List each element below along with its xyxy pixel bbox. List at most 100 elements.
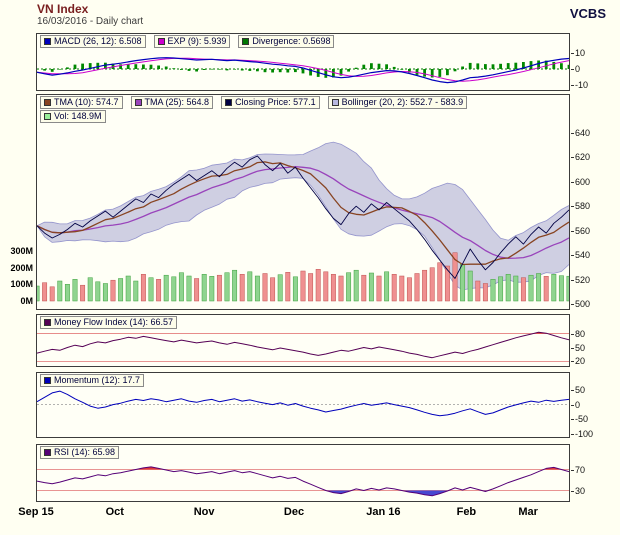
divergence-bar (225, 69, 229, 71)
legend-item: Momentum (12): 17.7 (40, 373, 145, 387)
axis-tick-mark (571, 85, 574, 87)
volume-bar (216, 274, 222, 302)
volume-bar (551, 274, 557, 302)
divergence-bar (37, 69, 39, 70)
volume-axis-label: 200M (10, 262, 33, 273)
axis-tick-label: 0 (575, 64, 581, 74)
axis-tick-mark (571, 181, 574, 183)
divergence-bar (149, 64, 153, 69)
volume-bar (429, 267, 435, 302)
axis-tick-mark (571, 52, 574, 54)
exp-line (37, 57, 569, 82)
axis-tick-mark (571, 361, 574, 363)
divergence-bar (567, 64, 569, 69)
volume-bar (87, 277, 93, 302)
divergence-bar (240, 69, 244, 71)
volume-bar (140, 274, 146, 302)
legend-item: RSI (14): 65.98 (40, 445, 120, 459)
divergence-bar (301, 69, 305, 74)
divergence-bar (453, 69, 457, 72)
volume-bar (186, 275, 192, 302)
divergence-bar (88, 63, 92, 69)
volume-axis-label: 0M (20, 296, 33, 306)
axis-tick-mark (571, 304, 574, 306)
volume-bar (239, 274, 245, 302)
legend-swatch-icon (134, 98, 142, 106)
axis-tick-label: -50 (575, 414, 589, 425)
volume-bar (72, 279, 78, 302)
volume-bar (42, 282, 48, 302)
divergence-bar (104, 62, 107, 69)
volume-bar (520, 277, 526, 302)
legend-label: Money Flow Index (14): 66.57 (54, 317, 174, 327)
volume-bar (49, 286, 55, 302)
momentum-plot (37, 390, 569, 417)
legend-label: TMA (10): 574.7 (54, 97, 119, 107)
legend-swatch-icon (157, 37, 165, 45)
legend-item: MACD (26, 12): 6.508 (40, 34, 146, 48)
volume-bar (201, 274, 207, 302)
mfi-plot (37, 331, 569, 362)
divergence-bar (134, 64, 138, 69)
divergence-bar (248, 69, 252, 71)
divergence-bar (202, 69, 206, 70)
divergence-bar (164, 66, 168, 69)
legend-item: Vol: 148.9M (40, 109, 106, 123)
volume-bar (194, 278, 200, 302)
volume-bar (37, 285, 40, 302)
divergence-bar (529, 61, 533, 69)
axis-tick-label: -10 (575, 80, 589, 91)
bollinger-upper-line (37, 141, 569, 241)
volume-bar (482, 283, 488, 302)
divergence-bar (408, 69, 411, 73)
volume-bar (171, 276, 177, 302)
volume-bar (224, 272, 230, 302)
x-axis-month-label: Feb (456, 506, 477, 518)
mfi-overbought-fill (37, 332, 569, 334)
chart-subtitle: 16/03/2016 - Daily chart (37, 16, 144, 27)
volume-bar (361, 274, 367, 302)
divergence-bar (195, 69, 198, 72)
macd-line (37, 57, 569, 84)
x-axis-month-label: Mar (518, 506, 538, 518)
volume-bar (566, 275, 569, 302)
rsi-panel: RSI (14): 65.98 (36, 444, 570, 502)
volume-axis-label: 300M (10, 246, 33, 256)
legend-swatch-icon (44, 318, 51, 326)
axis-tick-mark (571, 206, 574, 208)
axis-tick-label: 640 (575, 127, 591, 138)
legend-item: Closing Price: 577.1 (221, 95, 320, 109)
divergence-bar (392, 66, 396, 69)
axis-tick-mark (571, 419, 574, 421)
divergence-bar (415, 69, 419, 75)
legend-item: Divergence: 0.5698 (238, 34, 335, 48)
axis-tick-label: 80 (575, 328, 586, 339)
volume-bar (505, 274, 511, 302)
volume-bar (338, 275, 344, 302)
volume-bar (437, 262, 443, 302)
volume-bar (163, 274, 169, 302)
axis-tick-label: 30 (575, 485, 586, 496)
legend-swatch-icon (44, 376, 51, 384)
divergence-bar (58, 69, 62, 70)
legend-label: TMA (25): 564.8 (144, 97, 210, 107)
axis-tick-mark (571, 333, 574, 335)
tma10-line (37, 161, 569, 266)
volume-bar (368, 272, 374, 302)
volume-bar (353, 269, 359, 302)
divergence-bar (362, 64, 366, 69)
axis-tick-label: 560 (575, 225, 591, 236)
axis-tick-label: -100 (575, 429, 594, 440)
axis-tick-mark (571, 490, 574, 492)
volume-bar (254, 275, 260, 302)
volume-bar (558, 275, 564, 302)
divergence-bar (423, 69, 426, 77)
close-line (37, 155, 569, 279)
axis-tick-label: 580 (575, 201, 591, 212)
volume-bar (490, 279, 496, 302)
volume-bar (285, 272, 291, 302)
volume-bar (270, 277, 276, 302)
money-flow-index-panel: Money Flow Index (14): 66.57 (36, 314, 570, 367)
legend-label: Bollinger (20, 2): 552.7 - 583.9 (341, 97, 464, 107)
axis-tick-label: 0 (575, 399, 581, 410)
